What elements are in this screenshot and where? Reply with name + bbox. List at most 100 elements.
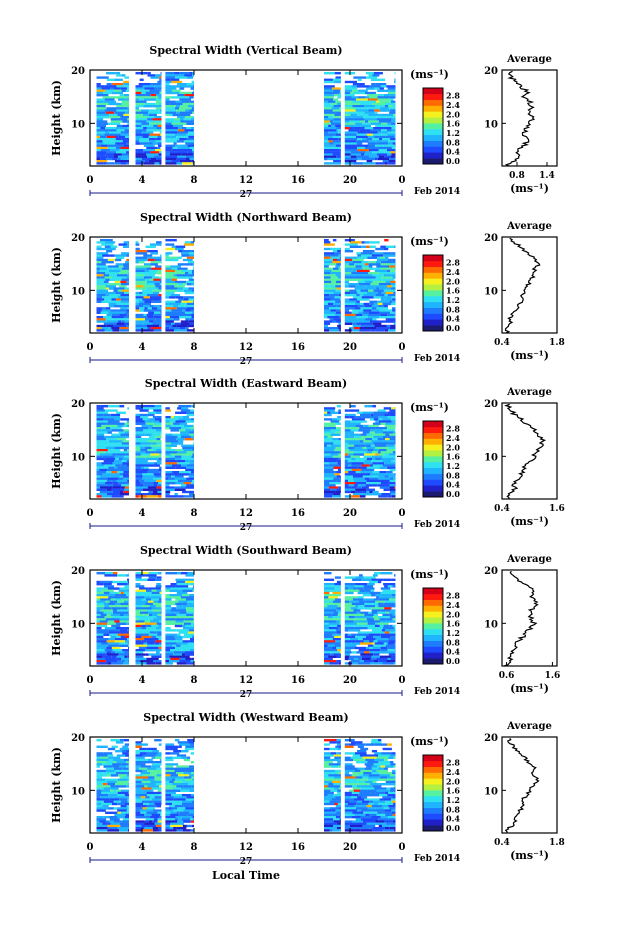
heatmap-cell	[135, 413, 140, 417]
heatmap-cell	[393, 765, 396, 768]
heatmap-cell	[353, 296, 359, 299]
heatmap-cell	[336, 629, 341, 632]
heatmap-cell	[190, 118, 194, 121]
heatmap-cell	[96, 598, 101, 601]
heatmap-cell	[388, 442, 396, 445]
heatmap-cell	[188, 631, 194, 634]
heatmap-cell	[168, 807, 172, 810]
heatmap-cell	[190, 241, 194, 244]
heatmap-cell	[156, 411, 162, 414]
heatmap-cell	[165, 794, 172, 797]
heatmap-cell	[354, 263, 365, 266]
heatmap-cell	[392, 811, 396, 814]
heatmap-cell	[344, 640, 356, 643]
colorbar-swatch	[423, 278, 443, 285]
heatmap-cell	[152, 449, 157, 452]
heatmap-cell	[392, 142, 396, 145]
heatmap-cell	[165, 752, 170, 755]
colorbar-tick-label: 0.0	[446, 323, 460, 333]
heatmap-cell	[111, 83, 124, 86]
heatmap-cell	[165, 638, 176, 641]
heatmap-cell	[327, 794, 334, 797]
heatmap-cell	[324, 269, 332, 273]
heatmap-cell	[353, 76, 367, 79]
heatmap-cell	[368, 109, 375, 112]
heatmap-cell	[185, 807, 194, 810]
heatmap-cell	[370, 473, 383, 476]
heatmap-cell	[382, 796, 386, 799]
heatmap-cell	[180, 149, 193, 152]
heatmap-cell	[169, 427, 182, 430]
heatmap-cell	[386, 269, 391, 273]
heatmap-cell	[375, 594, 381, 597]
heatmap-cell	[324, 446, 336, 450]
heatmap-cell	[175, 466, 186, 469]
heatmap-cell	[165, 113, 170, 117]
heatmap-cell	[338, 131, 341, 134]
heatmap-cell	[120, 294, 129, 297]
heatmap-cell	[331, 651, 340, 654]
average-y-tick-label: 20	[484, 66, 498, 77]
heatmap-cell	[96, 146, 108, 150]
heatmap-cell	[367, 98, 378, 101]
heatmap-cell	[331, 124, 336, 128]
heatmap-cell	[385, 291, 394, 295]
heatmap-cell	[356, 300, 360, 303]
heatmap-cell	[361, 486, 369, 489]
heatmap-cell	[324, 495, 333, 498]
heatmap-cell	[380, 620, 393, 623]
heatmap-cell	[374, 285, 387, 288]
heatmap-cell	[374, 109, 380, 112]
heatmap-cell	[141, 824, 147, 828]
heatmap-cell	[352, 772, 364, 775]
heatmap-cell	[392, 276, 396, 279]
heatmap-cell	[190, 418, 194, 421]
heatmap-cell	[170, 78, 180, 81]
colorbar-swatch	[423, 421, 443, 428]
heatmap-cell	[177, 407, 182, 410]
heatmap-cell	[193, 267, 194, 270]
heatmap-cell	[115, 741, 124, 744]
heatmap-cell	[126, 151, 129, 154]
heatmap-cell	[165, 756, 173, 759]
heatmap-cell	[114, 769, 128, 773]
heatmap-cell	[145, 318, 156, 321]
heatmap-cell	[387, 149, 396, 152]
heatmap-cell	[108, 629, 120, 632]
heatmap-cell	[332, 91, 340, 95]
heatmap-cell	[332, 638, 341, 641]
heatmap-cell	[165, 471, 173, 474]
heatmap-cell	[380, 256, 385, 259]
heatmap-cell	[386, 85, 396, 88]
heatmap-cell	[335, 758, 341, 762]
heatmap-cell	[141, 640, 147, 643]
heatmap-cell	[155, 318, 162, 321]
heatmap-cell	[173, 124, 184, 128]
heatmap-cell	[384, 585, 388, 588]
heatmap-cell	[344, 109, 356, 112]
heatmap-cell	[122, 440, 129, 443]
colorbar-swatch	[423, 640, 443, 647]
heatmap-cell	[140, 660, 154, 663]
heatmap-cell	[153, 320, 162, 323]
heatmap-cell	[338, 411, 341, 414]
heatmap-cell	[155, 783, 162, 786]
heatmap-cell	[126, 258, 129, 262]
heatmap-cell	[109, 451, 122, 454]
heatmap-cell	[348, 444, 355, 447]
heatmap-cell	[165, 256, 178, 259]
heatmap-cell	[361, 464, 370, 467]
heatmap-cell	[96, 155, 108, 158]
heatmap-cell	[96, 157, 101, 161]
heatmap-cell	[160, 83, 162, 86]
heatmap-cell	[119, 490, 124, 494]
heatmap-cell	[165, 316, 170, 319]
heatmap-cell	[116, 127, 120, 130]
heatmap-cell	[335, 311, 341, 314]
heatmap-cell	[96, 76, 109, 79]
heatmap-cell	[185, 486, 194, 489]
heatmap-cell	[124, 144, 129, 147]
heatmap-cell	[180, 120, 193, 123]
heatmap-cell	[390, 280, 396, 284]
heatmap-cell	[117, 424, 124, 428]
